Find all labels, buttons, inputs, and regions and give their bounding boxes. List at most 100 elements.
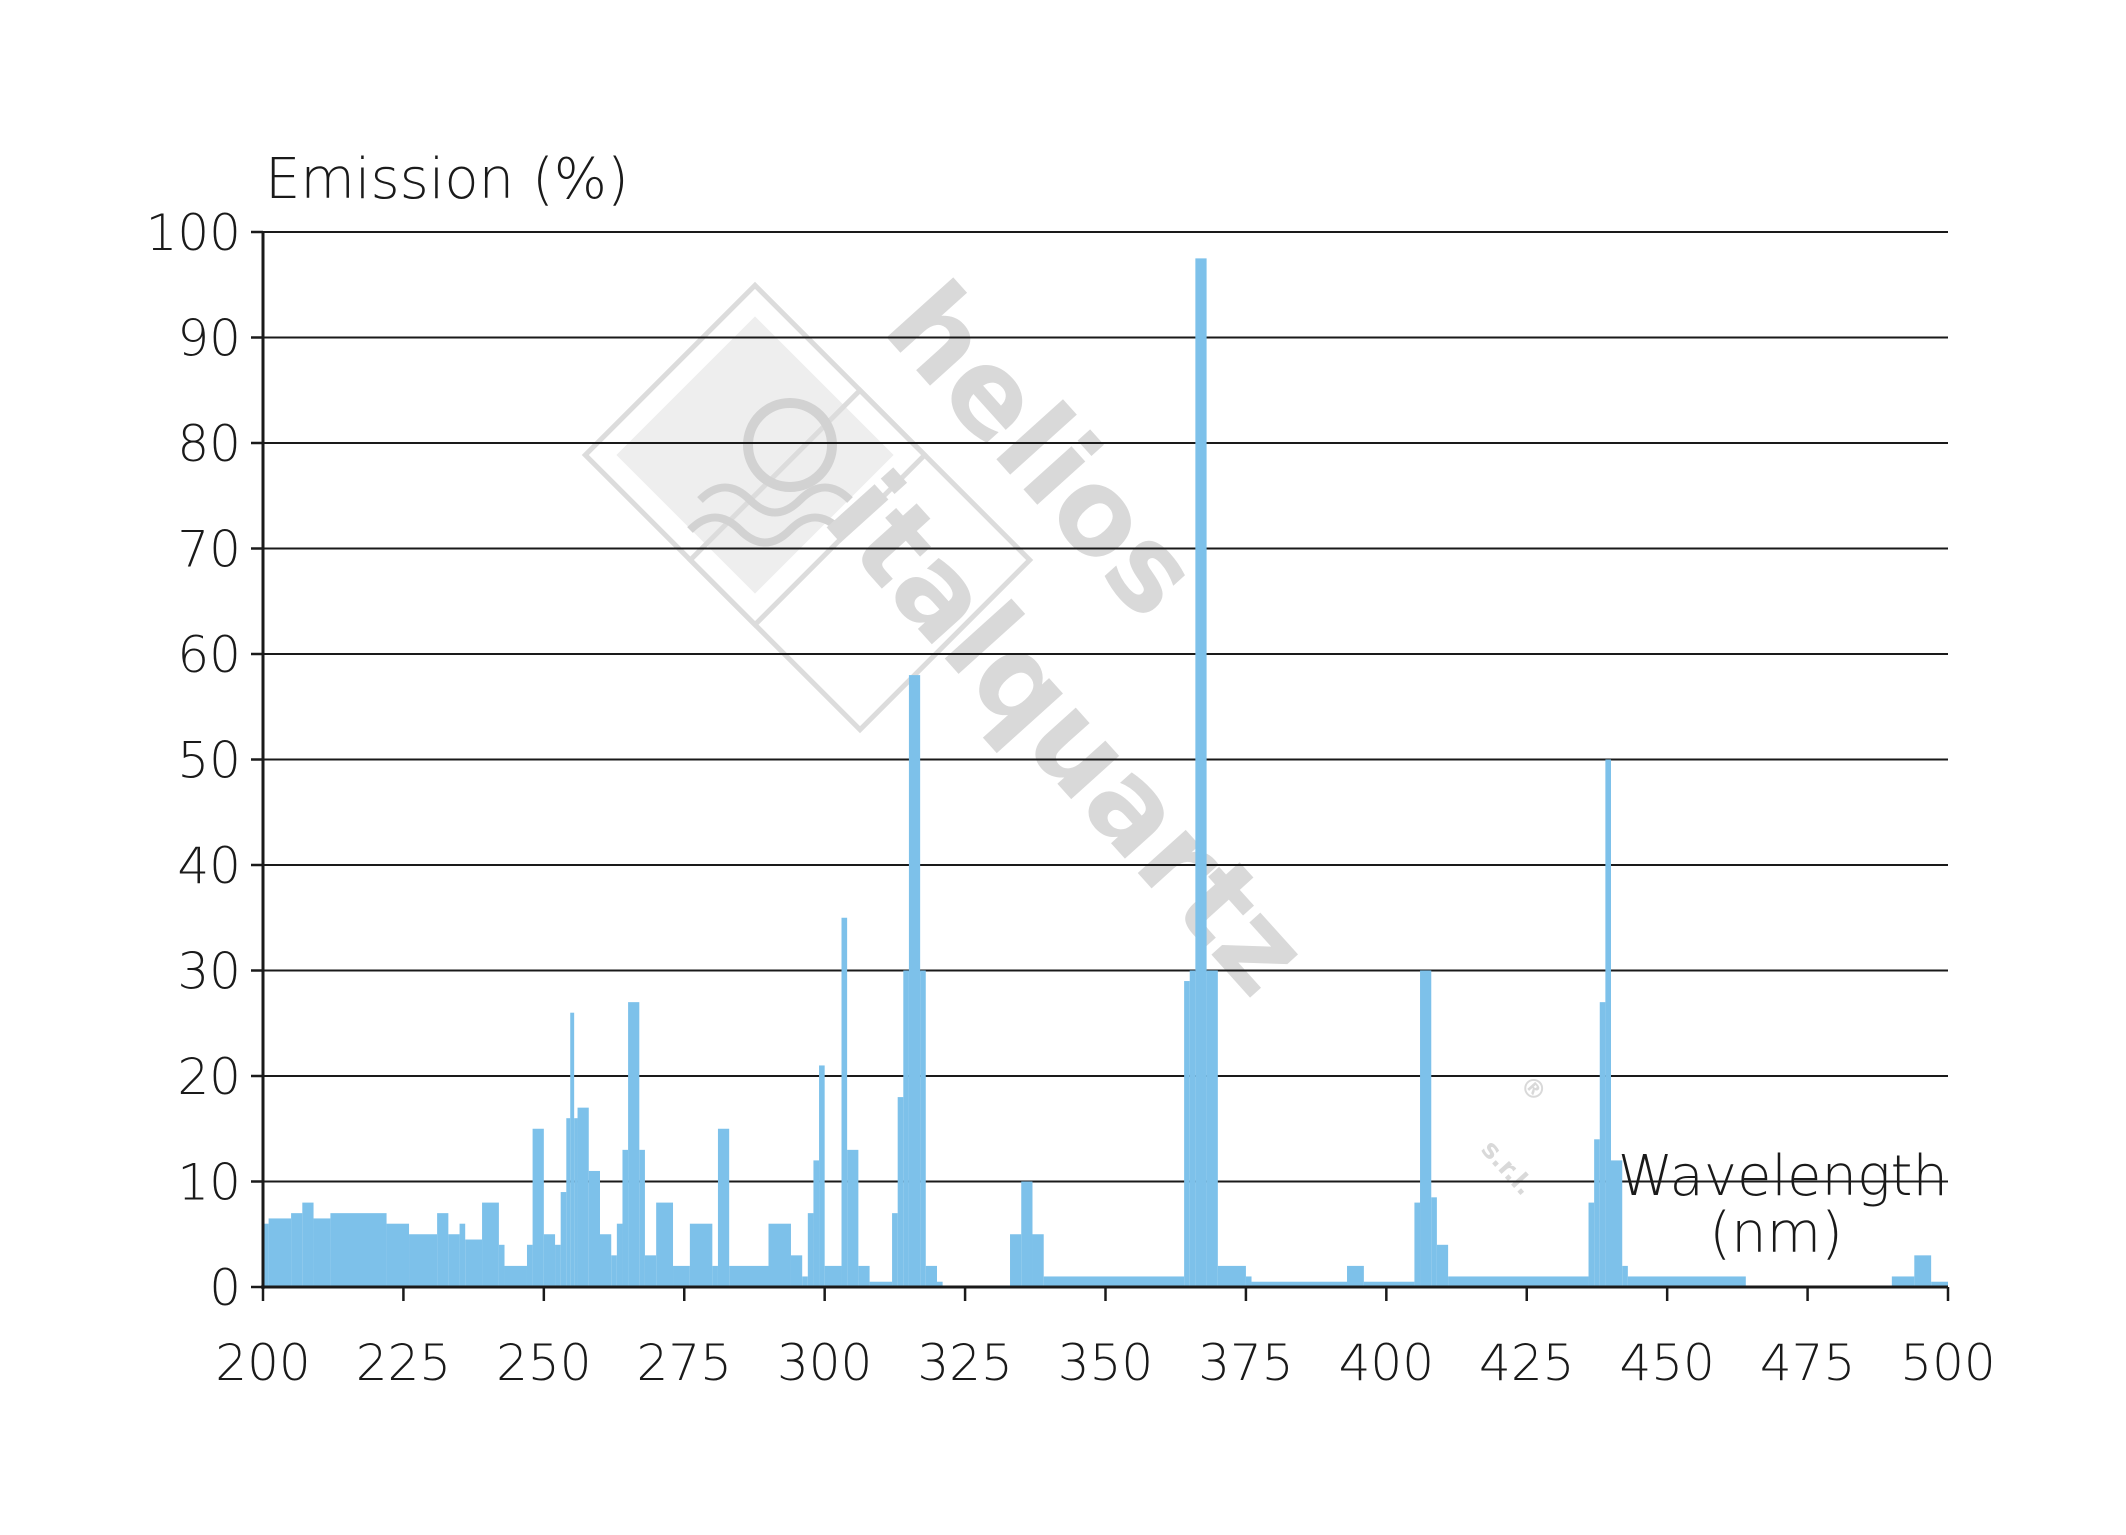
gridlines (263, 231, 1948, 1183)
bar-13 (498, 1244, 505, 1287)
bar-20 (566, 1118, 571, 1287)
y-tick-labels: 0 10 20 30 40 50 60 70 80 90 100 (146, 204, 241, 1317)
x-axis-title-line2: (nm) (1709, 1201, 1843, 1266)
bar-62 (1195, 258, 1207, 1287)
bar-73 (1448, 1276, 1589, 1287)
x-tick-label-425: 425 (1479, 1334, 1574, 1392)
y-tick-label-20: 20 (177, 1048, 241, 1106)
bar-82 (1914, 1255, 1932, 1287)
bar-1 (268, 1218, 292, 1287)
bar-22 (574, 1118, 578, 1287)
y-tick-label-30: 30 (177, 943, 241, 1001)
x-tick-label-375: 375 (1198, 1334, 1293, 1392)
bar-66 (1251, 1281, 1348, 1287)
bar-35 (712, 1265, 718, 1287)
y-tick-label-100: 100 (146, 204, 241, 262)
bar-81 (1891, 1276, 1915, 1287)
bar-5 (330, 1213, 387, 1287)
bar-80 (1627, 1276, 1746, 1287)
bar-38 (768, 1223, 791, 1287)
bar-32 (656, 1202, 674, 1287)
bar-58 (1032, 1234, 1044, 1287)
bar-11 (465, 1239, 483, 1287)
x-tick-label-275: 275 (637, 1334, 732, 1392)
bar-59 (1043, 1276, 1185, 1287)
y-tick-label-50: 50 (177, 732, 241, 790)
bar-17 (543, 1234, 556, 1287)
bar-6 (386, 1223, 410, 1287)
bar-71 (1431, 1197, 1437, 1287)
bar-46 (847, 1149, 859, 1287)
bar-47 (858, 1265, 870, 1287)
bar-36 (717, 1128, 730, 1287)
x-tick-label-500: 500 (1900, 1334, 1995, 1392)
bar-67 (1347, 1265, 1364, 1287)
bar-49 (892, 1213, 898, 1287)
x-tick-label-250: 250 (496, 1334, 591, 1392)
bar-48 (869, 1281, 893, 1287)
bar-79 (1622, 1265, 1628, 1287)
bar-60 (1184, 981, 1190, 1287)
y-tick-label-90: 90 (177, 310, 241, 368)
bar-39 (790, 1255, 803, 1287)
bar-8 (437, 1213, 449, 1287)
watermark-logo: helios italquartz s.r.l. ® (581, 256, 1552, 1202)
bar-53 (920, 970, 926, 1287)
bar-23 (577, 1107, 589, 1287)
bar-4 (313, 1218, 331, 1287)
bar-18 (555, 1244, 561, 1287)
bar-15 (526, 1244, 533, 1287)
y-tick-label-40: 40 (177, 837, 241, 895)
bar-10 (459, 1223, 466, 1287)
bar-33 (673, 1265, 690, 1287)
bar-26 (611, 1255, 617, 1287)
y-tick-label-0: 0 (209, 1259, 241, 1317)
wave-icon (697, 483, 853, 517)
x-axis-title-line1: Wavelength (1618, 1144, 1948, 1209)
axes (251, 230, 1950, 1301)
x-tick-label-225: 225 (356, 1334, 451, 1392)
bar-65 (1245, 1276, 1252, 1287)
bar-74 (1588, 1202, 1595, 1287)
bar-42 (813, 1160, 820, 1287)
bar-54 (925, 1265, 937, 1287)
bar-52 (908, 675, 921, 1287)
bar-9 (448, 1234, 460, 1287)
bar-45 (841, 917, 848, 1287)
bar-41 (807, 1213, 814, 1287)
x-tick-label-300: 300 (777, 1334, 872, 1392)
bar-83 (1931, 1281, 1948, 1287)
bar-12 (482, 1202, 499, 1287)
bar-61 (1189, 970, 1196, 1287)
bar-28 (622, 1149, 629, 1287)
y-tick-label-70: 70 (177, 521, 241, 579)
bar-25 (600, 1234, 612, 1287)
x-tick-label-475: 475 (1760, 1334, 1855, 1392)
bar-64 (1217, 1265, 1246, 1287)
bar-0 (263, 1223, 269, 1287)
bar-55 (937, 1281, 943, 1287)
bar-77 (1605, 759, 1611, 1287)
bar-19 (560, 1192, 567, 1287)
bar-76 (1599, 1002, 1606, 1287)
y-axis-title: Emission (%) (265, 147, 629, 212)
bar-3 (302, 1202, 314, 1287)
x-tick-label-325: 325 (917, 1334, 1012, 1392)
y-tick-label-60: 60 (177, 626, 241, 684)
x-tick-label-400: 400 (1339, 1334, 1434, 1392)
bar-50 (897, 1097, 904, 1287)
bar-57 (1021, 1181, 1033, 1287)
bar-51 (903, 970, 909, 1287)
bar-24 (588, 1170, 600, 1287)
bar-40 (802, 1276, 808, 1287)
y-tick-label-10: 10 (177, 1154, 241, 1212)
bar-72 (1436, 1244, 1449, 1287)
x-tick-label-450: 450 (1619, 1334, 1714, 1392)
bar-63 (1206, 970, 1218, 1287)
bar-31 (644, 1255, 657, 1287)
bar-29 (628, 1002, 640, 1287)
bar-56 (1010, 1234, 1022, 1287)
bar-43 (819, 1065, 825, 1287)
emission-bars (263, 258, 1948, 1287)
bar-21 (570, 1012, 575, 1287)
